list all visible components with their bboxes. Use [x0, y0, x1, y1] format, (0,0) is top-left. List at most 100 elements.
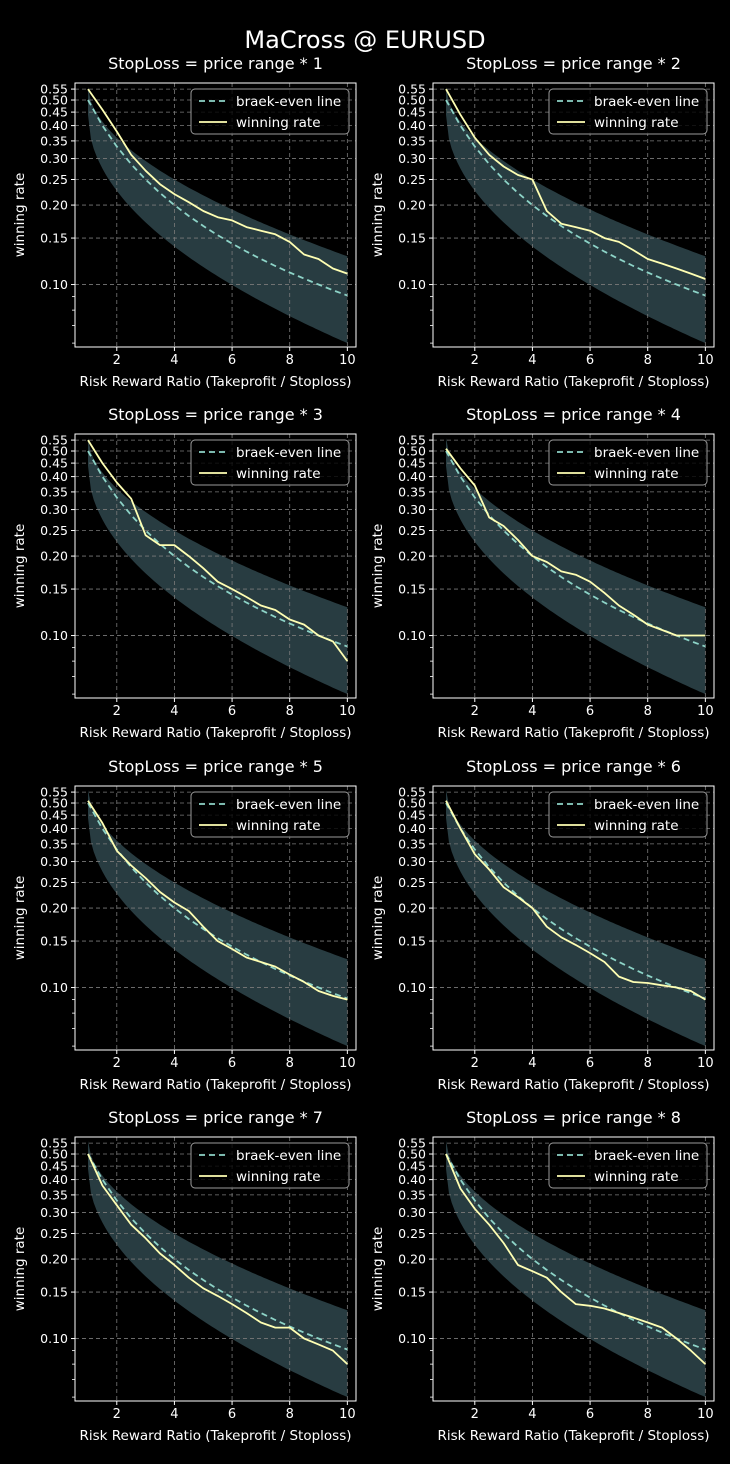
confidence-band: [446, 438, 706, 695]
y-tick-label: 0.20: [40, 901, 68, 916]
y-tick-label: 0.20: [398, 901, 426, 916]
x-tick-label: 4: [170, 1056, 178, 1071]
confidence-band: [88, 790, 348, 1047]
y-tick-label: 0.30: [398, 854, 426, 869]
y-tick-label: 0.30: [40, 854, 68, 869]
axes-frame: [74, 1136, 357, 1402]
x-tick-label: 6: [586, 353, 594, 368]
x-tick-label: 6: [586, 704, 594, 719]
y-tick-label: 0.45: [398, 808, 426, 823]
y-tick-label: 0.40: [40, 821, 68, 836]
y-axis-label: winning rate: [370, 524, 386, 609]
x-tick-label: 6: [228, 1407, 236, 1422]
y-tick-label: 0.15: [40, 1285, 68, 1300]
x-tick-label: 10: [339, 353, 356, 368]
subplot-3: StopLoss = price range * 3 2 4 6 8 10 0.10 0.15…: [12, 405, 357, 741]
y-tick-label: 0.25: [398, 875, 426, 890]
y-tick-label: 0.10: [398, 277, 426, 292]
legend-breakeven-label: braek-even line: [236, 445, 341, 461]
x-tick-label: 2: [113, 704, 121, 719]
y-tick-label: 0.10: [40, 277, 68, 292]
y-tick-label: 0.10: [398, 1331, 426, 1346]
winning-rate-line: [445, 1153, 707, 1365]
x-tick-label: 4: [528, 704, 536, 719]
y-tick-label: 0.30: [40, 1205, 68, 1220]
subplot-title: StopLoss = price range * 2: [466, 54, 681, 73]
y-tick-label: 0.50: [40, 796, 68, 811]
x-tick-label: 8: [644, 1407, 652, 1422]
legend-winning-label: winning rate: [594, 115, 679, 131]
y-tick-label: 0.15: [398, 582, 426, 597]
x-tick-label: 8: [286, 1056, 294, 1071]
y-tick-label: 0.20: [398, 1252, 426, 1267]
y-tick-label: 0.55: [40, 785, 68, 800]
x-tick-label: 10: [697, 1056, 714, 1071]
subplot-7: StopLoss = price range * 7 2 4 6 8 10 0.10 0.15…: [12, 1108, 357, 1444]
legend-winning-label: winning rate: [594, 466, 679, 482]
x-tick-label: 8: [644, 353, 652, 368]
x-tick-label: 8: [644, 1056, 652, 1071]
x-axis-label: Risk Reward Ratio (Takeprofit / Stoploss…: [79, 725, 351, 741]
y-tick-label: 0.10: [40, 1331, 68, 1346]
x-axis-label: Risk Reward Ratio (Takeprofit / Stoploss…: [437, 1428, 709, 1444]
subplot-2: StopLoss = price range * 2 2 4 6 8 10 0.10 0.15…: [370, 54, 715, 390]
x-tick-label: 2: [471, 353, 479, 368]
legend-box: [190, 88, 350, 135]
subplot-title: StopLoss = price range * 7: [108, 1108, 323, 1127]
y-tick-label: 0.40: [398, 1172, 426, 1187]
x-axis-label: Risk Reward Ratio (Takeprofit / Stoploss…: [437, 725, 709, 741]
axes-frame: [74, 82, 357, 348]
y-tick-label: 0.50: [40, 444, 68, 459]
y-tick-label: 0.55: [40, 1136, 68, 1151]
y-tick-label: 0.20: [398, 198, 426, 213]
y-tick-label: 0.50: [398, 93, 426, 108]
x-tick-label: 6: [228, 1056, 236, 1071]
winning-rate-line: [87, 800, 348, 1001]
x-tick-label: 6: [586, 1056, 594, 1071]
y-tick-label: 0.55: [398, 1136, 426, 1151]
x-tick-label: 10: [339, 1056, 356, 1071]
y-tick-label: 0.35: [398, 1187, 426, 1202]
x-tick-label: 10: [339, 1407, 356, 1422]
y-tick-label: 0.30: [398, 502, 426, 517]
y-tick-label: 0.45: [40, 105, 68, 120]
y-tick-label: 0.55: [398, 785, 426, 800]
x-tick-label: 4: [170, 1407, 178, 1422]
x-tick-label: 2: [113, 1407, 121, 1422]
y-tick-label: 0.25: [398, 1226, 426, 1241]
x-tick-label: 10: [339, 704, 356, 719]
x-axis-label: Risk Reward Ratio (Takeprofit / Stoploss…: [79, 374, 351, 390]
subplot-5: StopLoss = price range * 5 2 4 6 8 10 0.10 0.15…: [12, 757, 357, 1093]
y-tick-label: 0.35: [398, 836, 426, 851]
axes-frame: [432, 1136, 715, 1402]
legend-breakeven-label: braek-even line: [594, 94, 699, 110]
subplot-title: StopLoss = price range * 5: [108, 757, 323, 776]
legend-winning-label: winning rate: [236, 115, 321, 131]
y-tick-label: 0.45: [398, 456, 426, 471]
y-axis-label: winning rate: [12, 524, 28, 609]
y-tick-label: 0.15: [398, 934, 426, 949]
winning-rate-line: [87, 88, 348, 275]
winning-rate-line: [87, 1153, 349, 1365]
y-tick-label: 0.55: [398, 433, 426, 448]
legend-box: [548, 88, 708, 135]
y-tick-label: 0.55: [40, 433, 68, 448]
x-tick-label: 4: [528, 1407, 536, 1422]
subplot-title: StopLoss = price range * 3: [108, 405, 323, 424]
y-tick-label: 0.40: [40, 118, 68, 133]
x-tick-label: 4: [170, 704, 178, 719]
x-tick-label: 10: [697, 1407, 714, 1422]
y-tick-label: 0.45: [398, 105, 426, 120]
legend-breakeven-label: braek-even line: [236, 94, 341, 110]
y-tick-label: 0.35: [40, 133, 68, 148]
subplot-title: StopLoss = price range * 8: [466, 1108, 681, 1127]
y-tick-label: 0.40: [398, 118, 426, 133]
x-tick-label: 2: [471, 1056, 479, 1071]
y-axis-label: winning rate: [12, 876, 28, 961]
axes-frame: [74, 433, 357, 699]
y-tick-label: 0.20: [40, 549, 68, 564]
x-tick-label: 2: [471, 704, 479, 719]
y-tick-label: 0.50: [40, 93, 68, 108]
